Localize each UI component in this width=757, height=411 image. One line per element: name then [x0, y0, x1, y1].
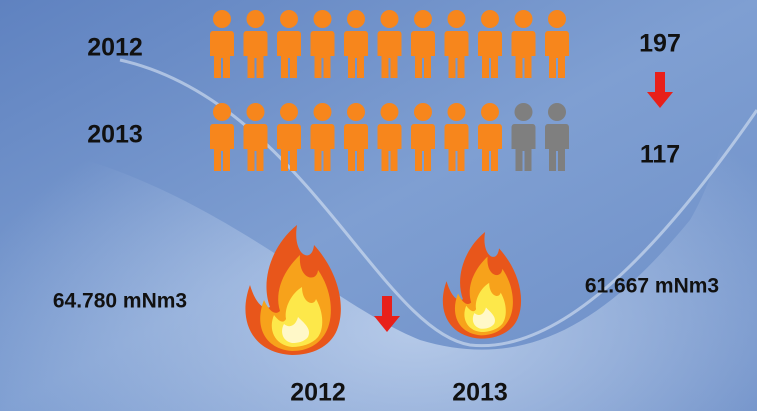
gas-value: 61.667 mNm3	[585, 275, 719, 298]
gas-value: 64.780 mNm3	[53, 290, 187, 313]
year-label: 2013	[452, 379, 508, 407]
count-label: 117	[640, 141, 680, 169]
year-label: 2012	[290, 379, 346, 407]
year-label: 2012	[87, 34, 143, 62]
infographic: 2012 2013 197 117 64.780 mNm3 61.667 mNm…	[0, 0, 757, 411]
year-label: 2013	[87, 121, 143, 149]
count-label: 197	[639, 30, 681, 58]
